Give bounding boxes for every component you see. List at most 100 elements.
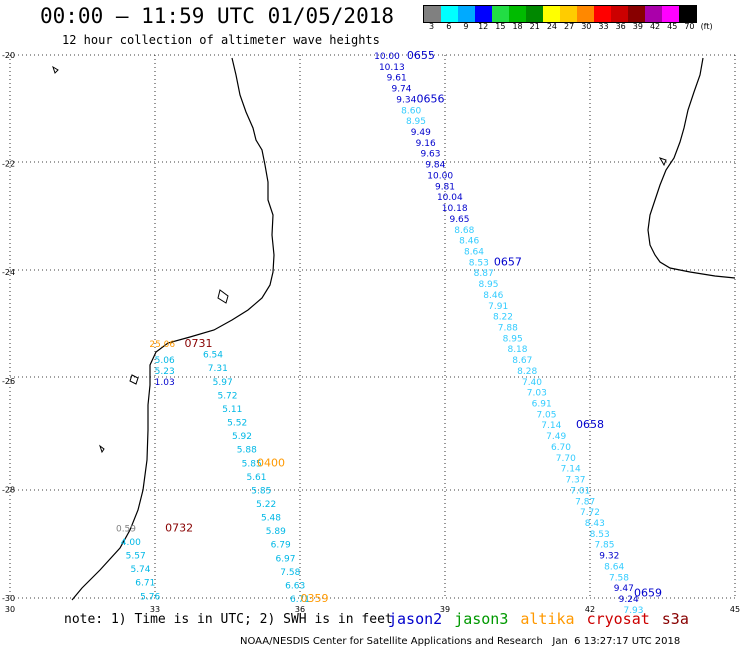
legend-swatch bbox=[628, 6, 645, 22]
wave-height-value: 9.47 bbox=[614, 584, 634, 594]
wave-height-value: 5.22 bbox=[256, 500, 276, 510]
legend-label: 3 bbox=[429, 22, 435, 31]
legend-unit: (ft) bbox=[700, 22, 713, 31]
coastline-madagascar bbox=[647, 57, 736, 279]
wave-height-value: 5.57 bbox=[126, 552, 146, 562]
legend-label: 70 bbox=[684, 22, 695, 31]
legend-label: 21 bbox=[529, 22, 540, 31]
legend-swatch bbox=[441, 6, 458, 22]
longitude-tick-label: 30 bbox=[5, 605, 15, 614]
longitude-tick-label: 42 bbox=[585, 605, 595, 614]
wave-height-value: 5.89 bbox=[266, 527, 286, 537]
wave-height-value: 6.71 bbox=[135, 579, 155, 589]
wave-height-value: 6.91 bbox=[532, 400, 552, 410]
wave-height-value: 5.85 bbox=[251, 486, 271, 496]
wave-height-value: 7.31 bbox=[208, 364, 228, 374]
wave-height-value: 8.95 bbox=[406, 117, 426, 127]
latitude-tick-label: -28 bbox=[2, 485, 15, 494]
wave-height-value: 9.49 bbox=[411, 128, 431, 138]
legend-label: 39 bbox=[632, 22, 643, 31]
satellite-legend: jason2 jason3 altika cryosat s3a bbox=[388, 610, 689, 628]
wave-height-value: 5.97 bbox=[213, 378, 233, 388]
wave-height-value: 8.28 bbox=[517, 367, 537, 377]
legend-swatch bbox=[543, 6, 560, 22]
longitude-tick-label: 45 bbox=[730, 605, 740, 614]
wave-height-value: 9.74 bbox=[391, 85, 411, 95]
track-time-label: 0732 bbox=[165, 521, 193, 534]
wave-height-value: 10.00 bbox=[374, 52, 400, 62]
track-time-label: 0359 bbox=[301, 592, 329, 605]
track-time-label: 0656 bbox=[417, 92, 445, 105]
wave-height-value: 9.84 bbox=[425, 161, 445, 171]
wave-height-value: 7.58 bbox=[280, 568, 300, 578]
wave-height-value: 5.48 bbox=[261, 514, 281, 524]
wave-height-value: 5.06 bbox=[155, 356, 175, 366]
wave-height-value: 9.24 bbox=[619, 595, 639, 605]
wave-height-value: 10.00 bbox=[427, 171, 453, 181]
legend-swatch bbox=[458, 6, 475, 22]
wave-height-value: 8.64 bbox=[464, 247, 484, 257]
wave-height-value: 8.22 bbox=[493, 313, 513, 323]
track-time-label: 0658 bbox=[576, 418, 604, 431]
legend-swatch bbox=[645, 6, 662, 22]
wave-height-value: 8.95 bbox=[478, 280, 498, 290]
wave-height-value: 10.04 bbox=[437, 193, 463, 203]
legend-label: 42 bbox=[649, 22, 661, 31]
legend-swatch bbox=[560, 6, 577, 22]
wave-height-value: 9.65 bbox=[449, 215, 469, 225]
track-time-label: 0731 bbox=[185, 337, 213, 350]
longitude-ticks: 30 33 36 39 42 45 bbox=[5, 605, 740, 614]
latitude-tick-label: -20 bbox=[2, 51, 15, 60]
credit-line: NOAA/NESDIS Center for Satellite Applica… bbox=[240, 636, 681, 647]
coastline-islet-b bbox=[99, 444, 105, 454]
wave-height-value: 8.64 bbox=[604, 562, 624, 572]
wave-height-value: 5.76 bbox=[140, 592, 160, 602]
wave-height-value: 6.70 bbox=[551, 443, 571, 453]
latitude-ticks: -20 -22 -24 -26 -28 -30 bbox=[2, 51, 15, 603]
legend-label: 36 bbox=[615, 22, 626, 31]
wave-height-value: 9.32 bbox=[599, 552, 619, 562]
wave-height-value: 0.59 bbox=[116, 524, 136, 534]
wave-height-value: 4.00 bbox=[121, 538, 141, 548]
wave-height-value: 8.67 bbox=[512, 356, 532, 366]
track-time-label: 0400 bbox=[257, 456, 285, 469]
wave-height-value: 7.70 bbox=[556, 454, 576, 464]
wave-height-value: 7.40 bbox=[522, 378, 542, 388]
wave-height-value: 8.53 bbox=[590, 530, 610, 540]
wave-height-value: 5.23 bbox=[155, 367, 175, 377]
wave-height-value: 10.13 bbox=[379, 63, 405, 73]
satellite-legend-jason2: jason2 bbox=[388, 610, 443, 628]
wave-height-value: 5.88 bbox=[237, 446, 257, 456]
legend-swatch bbox=[475, 6, 492, 22]
legend-swatch bbox=[577, 6, 594, 22]
wave-height-value: 7.14 bbox=[561, 465, 581, 475]
satellite-legend-s3a: s3a bbox=[661, 610, 689, 628]
wave-height-value: 8.43 bbox=[585, 519, 605, 529]
legend-label: 27 bbox=[564, 22, 575, 31]
wave-height-value: 7.91 bbox=[488, 302, 508, 312]
legend-swatch bbox=[424, 6, 441, 22]
wave-height-value: 7.88 bbox=[498, 324, 518, 334]
legend-label: 6 bbox=[446, 22, 452, 31]
wave-height-value: 5.74 bbox=[130, 565, 150, 575]
legend-label: 12 bbox=[478, 22, 489, 31]
wave-height-value: 9.81 bbox=[435, 182, 455, 192]
wave-height-value: 8.68 bbox=[454, 226, 474, 236]
wave-height-value: 7.03 bbox=[527, 389, 547, 399]
wave-height-value: 8.87 bbox=[474, 269, 494, 279]
wave-height-value: 9.16 bbox=[416, 139, 436, 149]
legend-label: 18 bbox=[512, 22, 523, 31]
legend-swatch bbox=[509, 6, 526, 22]
wave-height-value: 8.60 bbox=[401, 106, 421, 116]
wave-height-value: 7.58 bbox=[609, 573, 629, 583]
satellite-legend-jason3: jason3 bbox=[454, 610, 509, 628]
latitude-tick-label: -24 bbox=[2, 268, 15, 277]
coastline-africa bbox=[71, 57, 275, 601]
wave-height-value: 5.61 bbox=[246, 473, 266, 483]
wave-height-value: 8.46 bbox=[483, 291, 503, 301]
wave-height-value: 9.34 bbox=[396, 95, 416, 105]
wave-height-value: 7.37 bbox=[565, 476, 585, 486]
legend-label: 30 bbox=[581, 22, 592, 31]
wave-height-value: 7.05 bbox=[536, 410, 556, 420]
